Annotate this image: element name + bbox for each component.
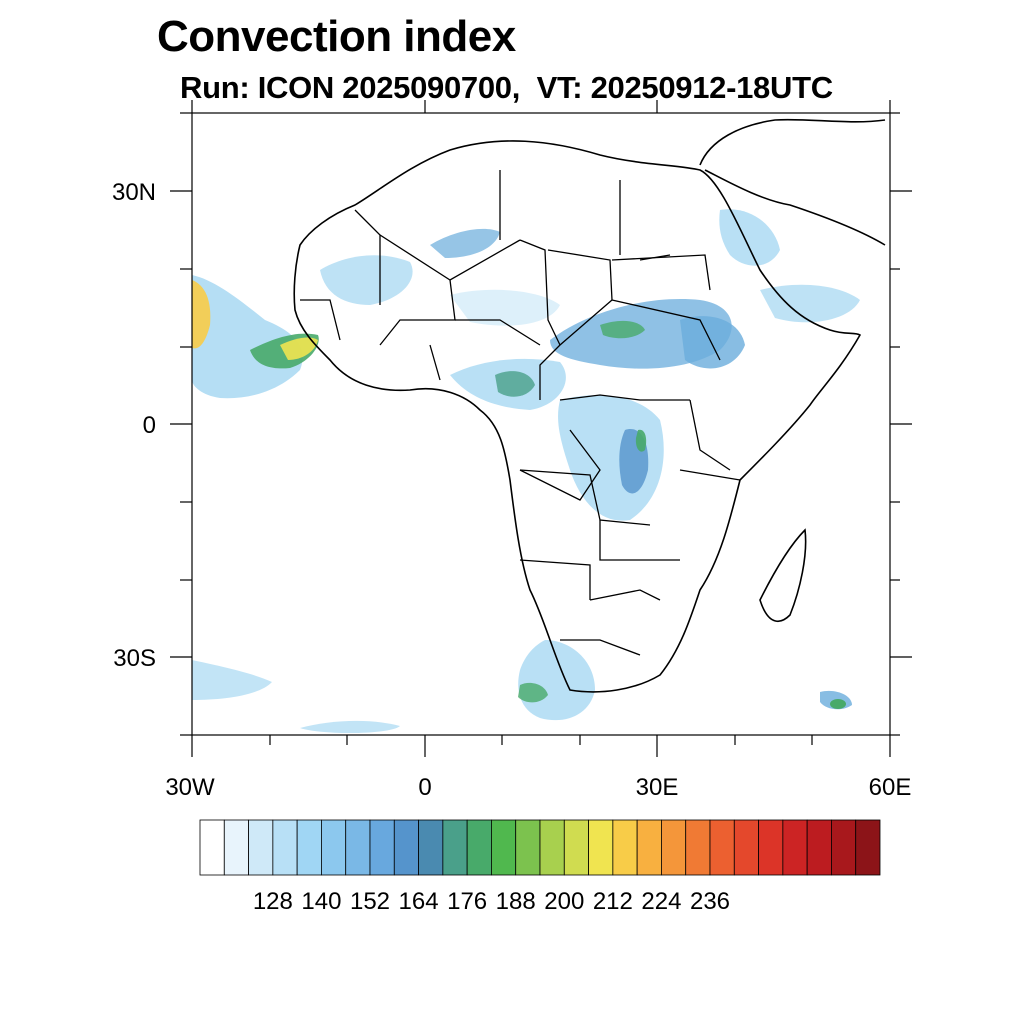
colorbar-tick-label: 188 bbox=[495, 888, 536, 915]
colorbar-swatch bbox=[296, 819, 322, 876]
map-subtitle: Run: ICON 2025090700, VT: 20250912-18UTC bbox=[180, 70, 833, 105]
lat-label-30n: 30N bbox=[111, 179, 156, 206]
colorbar-swatch bbox=[588, 819, 614, 876]
colorbar-tick-label: 128 bbox=[252, 888, 293, 915]
colorbar-tick-label: 200 bbox=[544, 888, 585, 915]
convection-mali-niger bbox=[450, 289, 560, 326]
convection-yemen bbox=[760, 284, 860, 323]
axis-ticks bbox=[170, 100, 912, 757]
lat-label-30s: 30S bbox=[113, 645, 156, 672]
colorbar-tick-label: 164 bbox=[398, 888, 439, 915]
convection-south-bottom bbox=[300, 720, 400, 734]
colorbar-swatch bbox=[418, 819, 444, 876]
colorbar-swatch bbox=[612, 819, 638, 876]
colorbar-swatch bbox=[442, 819, 468, 876]
convection-west-atlantic-core bbox=[192, 280, 211, 349]
convection-arabia bbox=[719, 209, 780, 266]
colorbar-swatch bbox=[733, 819, 759, 876]
colorbar-swatch bbox=[636, 819, 662, 876]
colorbar-tick-label: 176 bbox=[447, 888, 488, 915]
lon-label-30e: 30E bbox=[635, 774, 679, 801]
lon-label-30w: 30W bbox=[165, 774, 215, 801]
convection-senegal-yellow bbox=[280, 337, 318, 360]
lon-label-0: 0 bbox=[418, 774, 432, 801]
colorbar-tick-label: 212 bbox=[592, 888, 633, 915]
convection-lake-tanganyika bbox=[635, 429, 647, 452]
colorbar-swatch bbox=[831, 819, 857, 876]
colorbar bbox=[199, 819, 881, 876]
country-borders bbox=[300, 170, 741, 656]
lat-label-0: 0 bbox=[142, 412, 156, 439]
map-title: Convection index bbox=[157, 12, 516, 61]
colorbar-tick-label: 236 bbox=[689, 888, 731, 915]
convection-south-atlantic bbox=[192, 660, 272, 700]
colorbar-tick-label: 140 bbox=[301, 888, 342, 915]
convection-ethiopia bbox=[680, 316, 745, 369]
plot-frame bbox=[191, 112, 891, 736]
colorbar-swatch bbox=[272, 819, 298, 876]
colorbar-swatch bbox=[369, 819, 395, 876]
colorbar-swatch bbox=[223, 819, 249, 876]
colorbar-swatch bbox=[709, 819, 735, 876]
convection-southern-africa bbox=[518, 640, 595, 721]
convection-south-africa-core bbox=[518, 682, 548, 703]
colorbar-swatch bbox=[758, 819, 784, 876]
colorbar-tick-label: 224 bbox=[641, 888, 682, 915]
colorbar-swatch bbox=[685, 819, 711, 876]
colorbar-swatch bbox=[855, 819, 881, 876]
colorbar-swatch bbox=[782, 819, 808, 876]
convection-field bbox=[192, 118, 886, 734]
lon-label-60e: 60E bbox=[868, 774, 912, 801]
coastlines bbox=[293, 118, 886, 693]
colorbar-swatch bbox=[539, 819, 565, 876]
colorbar-swatch bbox=[248, 819, 274, 876]
colorbar-swatch bbox=[515, 819, 541, 876]
convection-cameroon-core bbox=[495, 371, 535, 397]
colorbar-swatch bbox=[466, 819, 492, 876]
colorbar-swatch bbox=[345, 819, 371, 876]
colorbar-swatch bbox=[661, 819, 687, 876]
colorbar-swatch bbox=[491, 819, 517, 876]
convection-sahara-band bbox=[430, 228, 500, 258]
colorbar-tick-label: 152 bbox=[349, 888, 391, 915]
colorbar-swatch bbox=[563, 819, 589, 876]
convection-mascarene-core bbox=[830, 699, 846, 709]
convection-sudan-spots bbox=[600, 320, 645, 339]
colorbar-swatch bbox=[806, 819, 832, 876]
convection-sahel-west bbox=[320, 255, 413, 305]
colorbar-swatch bbox=[393, 819, 419, 876]
colorbar-swatch bbox=[321, 819, 347, 876]
colorbar-swatch bbox=[199, 819, 225, 876]
